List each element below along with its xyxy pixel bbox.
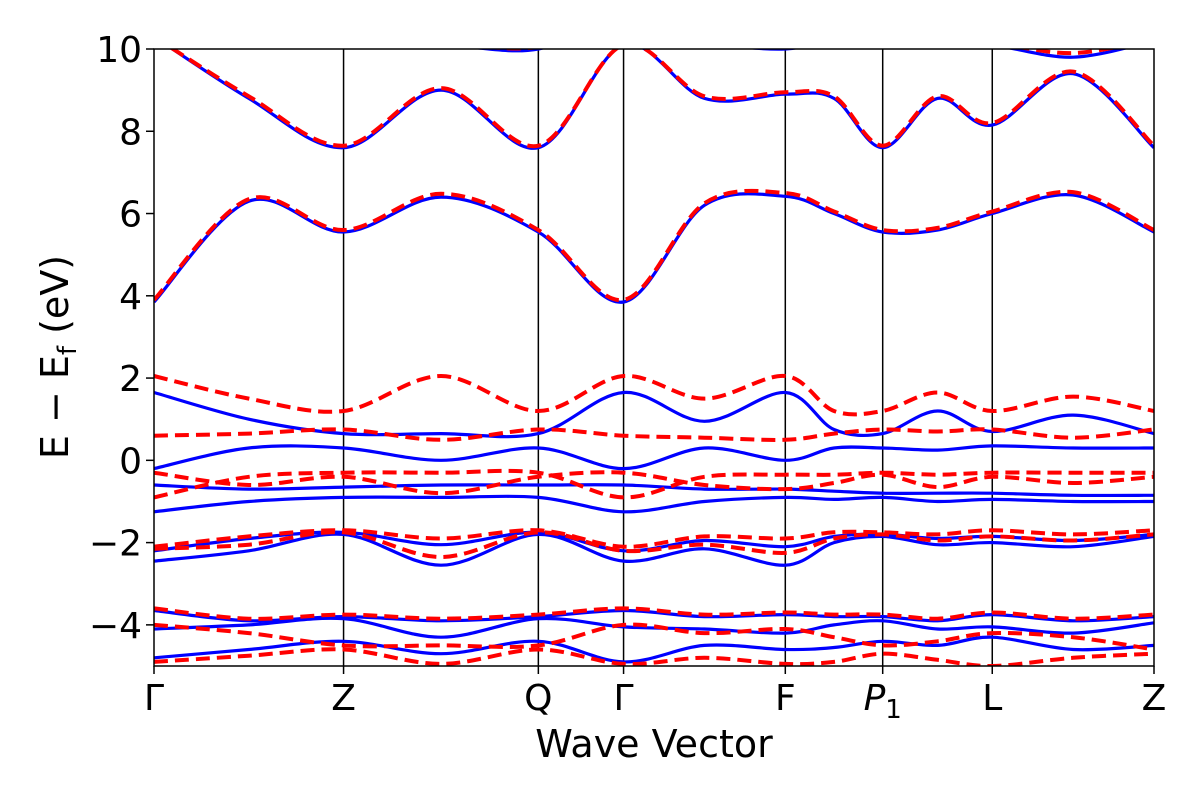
band-solid xyxy=(154,494,1154,514)
band-dashed xyxy=(154,470,1154,496)
x-axis-ticks: Γ Z Q Γ F P1 L Z xyxy=(144,666,1166,725)
y-tick-label: −2 xyxy=(89,524,142,565)
y-tick-label: −4 xyxy=(89,606,142,647)
band-solid xyxy=(154,608,1154,623)
band-dashed xyxy=(154,427,1154,442)
x-tick-label: Q xyxy=(524,678,552,719)
band-dashed xyxy=(154,188,1154,302)
band-dashed xyxy=(154,373,1154,417)
x-tick-label: L xyxy=(982,678,1002,719)
x-axis-title: Wave Vector xyxy=(535,722,773,766)
band-dashed xyxy=(154,647,1154,666)
band-dashed xyxy=(154,606,1154,621)
y-axis-title-main: E − E xyxy=(33,355,77,459)
y-axis-title-sub: f xyxy=(53,345,83,355)
band-solid xyxy=(154,444,1154,471)
y-tick-label: 2 xyxy=(119,359,142,400)
y-tick-label: 4 xyxy=(119,277,142,318)
band-solid xyxy=(154,390,1154,439)
y-tick-label: 6 xyxy=(119,195,142,236)
band-lines xyxy=(154,49,1154,666)
band-solid xyxy=(154,483,1154,498)
band-solid xyxy=(154,635,1154,664)
x-tick-label: P1 xyxy=(864,678,902,725)
band-dashed xyxy=(154,468,1154,500)
y-axis-ticks: −4 −2 0 2 4 6 8 10 xyxy=(89,30,154,647)
y-tick-label: 0 xyxy=(119,441,142,482)
plot-frame xyxy=(153,48,1155,667)
band-solid xyxy=(472,49,1129,59)
y-axis-title: E − Ef (eV) xyxy=(33,255,83,459)
band-solid xyxy=(154,532,1154,567)
x-tick-label: Z xyxy=(331,678,356,719)
y-axis-title-unit: (eV) xyxy=(33,255,77,346)
band-solid xyxy=(154,616,1154,639)
band-dashed xyxy=(169,49,1154,149)
y-tick-label: 8 xyxy=(119,112,142,153)
x-tick-label: Γ xyxy=(614,678,634,719)
kpath-divider-lines xyxy=(342,49,994,666)
band-dashed xyxy=(154,622,1154,652)
band-dashed xyxy=(154,530,1154,560)
x-tick-label: F xyxy=(775,678,796,719)
x-tick-label: Γ xyxy=(144,678,164,719)
y-tick-label: 10 xyxy=(96,30,142,71)
band-solid xyxy=(154,192,1154,304)
x-tick-label: Z xyxy=(1142,678,1167,719)
band-dashed xyxy=(489,49,1117,56)
